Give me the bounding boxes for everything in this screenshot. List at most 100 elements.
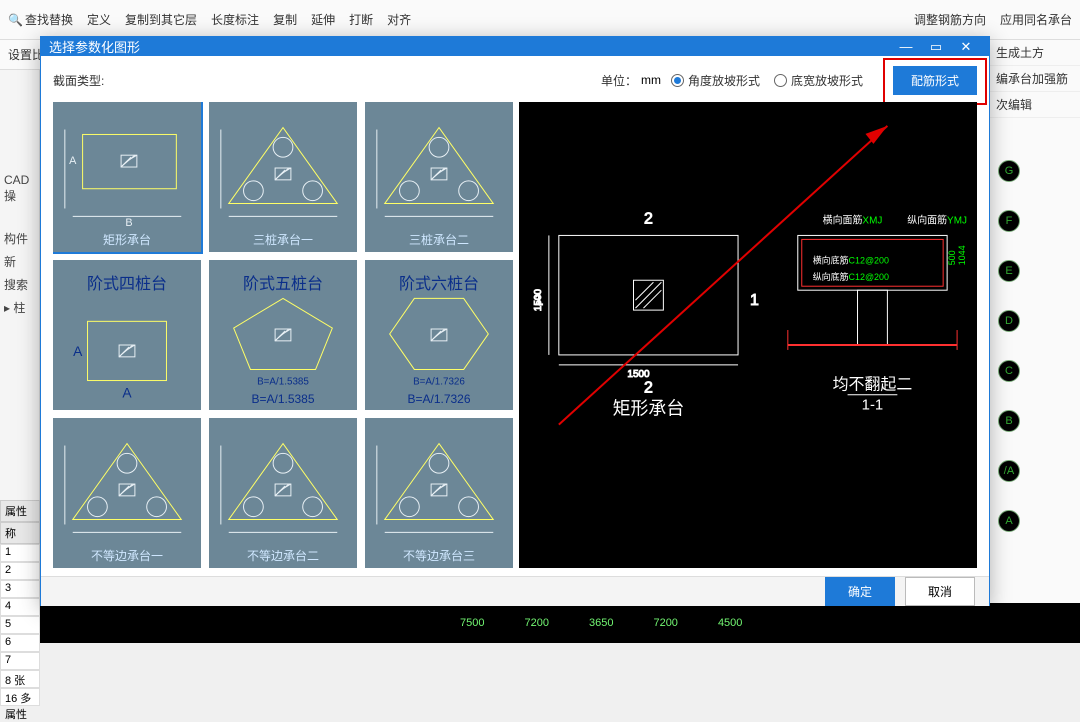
ribbon-item[interactable]: 延伸 [307,9,339,30]
axis-bubble: A [998,510,1020,532]
thumb-caption: 三桩承台一 [253,231,313,248]
svg-text:A: A [73,343,83,359]
table-row[interactable]: 3 [0,580,40,598]
shape-thumbnails: B A 矩形承台 三桩承台一 三桩承台二阶式四桩台 A A 阶式五桩台 B=A/1.5385 B=… [53,102,513,568]
svg-text:纵向底筋C12@200: 纵向底筋C12@200 [813,271,889,282]
right-item[interactable]: 生成土方 [990,40,1080,66]
dialog-titlebar[interactable]: 选择参数化图形 — ▭ ✕ [41,37,989,56]
svg-text:横向底筋C12@200: 横向底筋C12@200 [813,254,889,265]
cancel-button[interactable]: 取消 [905,577,975,606]
thumb-caption: 不等边承台一 [91,547,163,564]
thumb-caption: 矩形承台 [103,231,151,248]
member-label: 构件 [0,227,39,250]
axis-bubble: E [998,260,1020,282]
ribbon-item[interactable]: 复制到其它层 [121,9,201,30]
svg-text:B=A/1.7326: B=A/1.7326 [413,376,465,387]
table-row[interactable]: 16 多属性 [0,688,40,706]
axis-bubble: C [998,360,1020,382]
axis-bubble: /A [998,460,1020,482]
svg-text:矩形承台: 矩形承台 [613,399,685,419]
thumb-caption: 不等边承台二 [247,547,319,564]
shape-thumb[interactable]: 三桩承台一 [209,102,357,252]
table-row[interactable]: 7 [0,652,40,670]
ribbon-item[interactable]: 对齐 [383,9,415,30]
svg-text:均不翻起二: 均不翻起二 [833,376,913,394]
shape-thumb[interactable]: B A 矩形承台 [53,102,201,252]
preview-canvas: 1500 1500 2 2 1 1 矩形承台 [519,102,977,568]
dialog-buttons: 确定 取消 [41,576,989,606]
dim: 7200 [653,617,677,629]
drawing-dims: 7500 7200 3650 7200 4500 [40,603,1080,643]
dim: 7500 [460,617,484,629]
svg-text:500: 500 [947,250,957,265]
thumb-title: 阶式四桩台 [87,270,167,294]
svg-text:1044: 1044 [957,245,967,265]
section-type-label: 截面类型: [53,72,104,89]
ribbon-item[interactable]: 打断 [345,9,377,30]
table-row[interactable]: 4 [0,598,40,616]
unit-value: mm [641,73,661,87]
svg-text:1: 1 [534,292,543,309]
new-label[interactable]: 新 [0,250,39,273]
maximize-icon[interactable]: ▭ [921,39,951,55]
ribbon-item[interactable]: 定义 [83,9,115,30]
svg-text:1-1: 1-1 [862,397,884,414]
dialog-title: 选择参数化图形 [49,37,140,56]
radio-width-slope[interactable]: 底宽放坡形式 [774,72,863,89]
thumb-title: 阶式六桩台 [399,270,479,294]
svg-text:A: A [122,384,132,400]
thumb-caption: B=A/1.7326 [407,392,470,406]
axis-bubble: D [998,310,1020,332]
right-item[interactable]: 次编辑 [990,92,1080,118]
minimize-icon[interactable]: — [891,39,921,54]
svg-text:B: B [125,217,132,229]
ok-button[interactable]: 确定 [825,577,895,606]
dim: 7200 [524,617,548,629]
axis-bubble: G [998,160,1020,182]
unit-label: 单位： [601,72,637,89]
svg-text:1: 1 [750,292,759,309]
dim: 4500 [718,617,742,629]
table-row[interactable]: 6 [0,634,40,652]
prop-header: 属性 [0,500,40,522]
table-row[interactable]: 5 [0,616,40,634]
thumb-caption: B=A/1.5385 [251,392,314,406]
left-panel: CAD操 构件 新 搜索 ▸ 柱 属性 称 1 2 3 4 5 6 7 8 张 … [0,70,40,643]
tree-item[interactable]: ▸ 柱 [0,296,39,319]
ribbon-item[interactable]: 长度标注 [207,9,263,30]
thumb-caption: 不等边承台三 [403,547,475,564]
property-table: 属性 称 1 2 3 4 5 6 7 8 张 16 多属性 [0,500,40,706]
ribbon-item[interactable]: 🔍查找替换 [4,9,77,30]
shape-thumb[interactable]: 三桩承台二 [365,102,513,252]
close-icon[interactable]: ✕ [951,39,981,55]
svg-text:A: A [69,155,77,167]
svg-text:纵向面筋YMJ: 纵向面筋YMJ [907,213,967,226]
search-label: 搜索 [0,273,39,296]
shape-thumb[interactable]: 不等边承台三 [365,418,513,568]
prop-col: 称 [0,522,40,544]
shape-thumb[interactable]: 不等边承台一 [53,418,201,568]
rebar-config-button[interactable]: 配筋形式 [893,66,977,95]
svg-text:B=A/1.5385: B=A/1.5385 [257,376,309,387]
thumb-caption: 三桩承台二 [409,231,469,248]
svg-text:2: 2 [644,380,653,397]
ribbon-item[interactable]: 应用同名承台 [996,9,1076,30]
ribbon-item[interactable]: 调整钢筋方向 [910,9,990,30]
thumb-title: 阶式五桩台 [243,270,323,294]
axis-bubbles: G F E D C B /A A [998,160,1020,532]
find-icon: 🔍 [8,13,22,27]
svg-text:横向面筋XMJ: 横向面筋XMJ [823,213,883,226]
shape-thumb[interactable]: 阶式五桩台 B=A/1.5385 B=A/1.5385 [209,260,357,410]
table-row[interactable]: 1 [0,544,40,562]
shape-thumb[interactable]: 阶式六桩台 B=A/1.7326 B=A/1.7326 [365,260,513,410]
radio-angle-slope[interactable]: 角度放坡形式 [671,72,760,89]
param-dialog: 选择参数化图形 — ▭ ✕ 截面类型: 单位： mm 角度放坡形式 底宽放坡形式… [40,36,990,606]
cad-label: CAD操 [0,170,39,207]
dim: 3650 [589,617,613,629]
table-row[interactable]: 8 张 [0,670,40,688]
shape-thumb[interactable]: 阶式四桩台 A A [53,260,201,410]
right-item[interactable]: 编承台加强筋 [990,66,1080,92]
shape-thumb[interactable]: 不等边承台二 [209,418,357,568]
ribbon-item[interactable]: 复制 [269,9,301,30]
table-row[interactable]: 2 [0,562,40,580]
